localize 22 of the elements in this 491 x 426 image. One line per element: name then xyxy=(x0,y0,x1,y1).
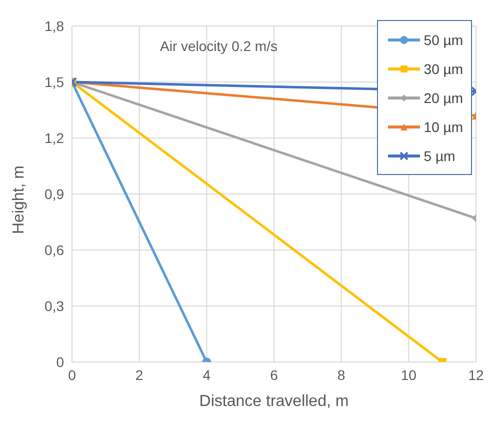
y-tick-label: 0,3 xyxy=(44,298,64,314)
legend-label: 30 µm xyxy=(424,60,463,76)
y-tick-label: 1,5 xyxy=(44,74,64,90)
y-tick-label: 0,6 xyxy=(44,242,64,258)
x-tick-label: 6 xyxy=(270,366,278,383)
legend-label: 50 µm xyxy=(424,32,463,48)
legend-label: 10 µm xyxy=(424,118,463,134)
x-tick-label: 8 xyxy=(337,366,346,383)
legend-label: 5 µm xyxy=(424,148,456,164)
y-tick-label: 1,8 xyxy=(44,18,64,34)
x-tick-label: 4 xyxy=(202,366,211,383)
y-tick-label: 0,9 xyxy=(44,186,64,202)
legend-label: 20 µm xyxy=(424,90,463,106)
x-tick-label: 12 xyxy=(468,366,484,383)
x-tick-label: 10 xyxy=(400,366,417,383)
x-tick-label: 2 xyxy=(135,366,144,383)
x-tick-label: 0 xyxy=(68,366,76,383)
y-tick-label: 0 xyxy=(56,354,64,370)
x-axis-title: Distance travelled, m xyxy=(199,393,349,410)
y-tick-label: 1,2 xyxy=(44,130,64,146)
y-axis-title: Height, m xyxy=(10,166,28,234)
annotation: Air velocity 0.2 m/s xyxy=(160,38,278,54)
